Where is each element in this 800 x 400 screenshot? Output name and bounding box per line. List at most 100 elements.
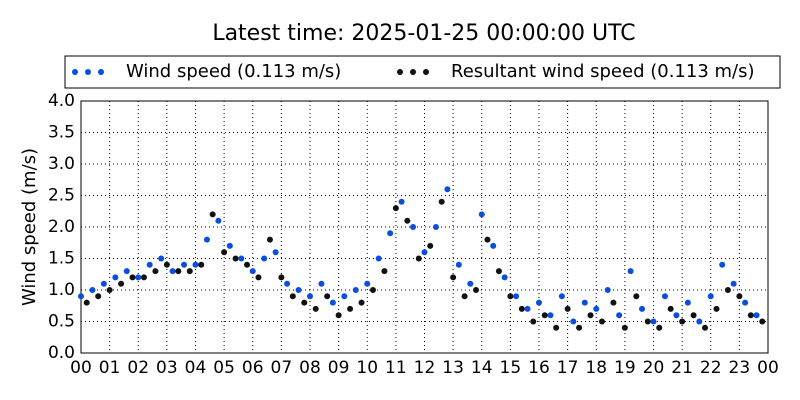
point [667,305,674,312]
legend-marker [410,69,416,75]
point [123,268,130,275]
point [702,324,709,331]
point [501,274,508,281]
point [639,305,646,312]
x-tick-label: 08 [299,358,321,378]
legend-label: Resultant wind speed (0.113 m/s) [451,61,755,82]
point [490,242,497,249]
point [352,287,359,293]
legend-marker [85,69,91,75]
x-tick-label: 15 [500,358,522,378]
point [272,249,279,256]
x-tick-label: 07 [271,358,293,378]
point [215,217,222,224]
x-tick-label: 11 [385,358,407,378]
point [221,249,228,256]
point [255,274,262,281]
point [181,261,188,268]
point [518,305,525,312]
point [495,268,502,275]
point [587,312,594,319]
point [713,305,720,312]
point [95,293,102,300]
y-axis-label: Wind speed (m/s) [19,148,40,306]
x-tick-label: 03 [156,358,178,378]
point [266,236,273,243]
point [398,198,405,205]
point [387,230,394,237]
point [152,268,159,275]
x-tick-label: 13 [442,358,464,378]
y-tick-label: 0.5 [48,312,75,332]
point [307,293,313,300]
point [329,299,336,306]
point [244,261,251,268]
point [238,255,245,262]
plot-frame [80,100,769,354]
point [146,261,153,268]
x-tick-label: 01 [99,358,121,378]
point [444,186,451,193]
x-tick-label: 06 [242,358,264,378]
point [404,217,411,224]
x-tick-label: 05 [213,358,235,378]
point [169,268,176,275]
point [461,293,468,300]
point [719,261,726,268]
point [564,305,571,312]
point [203,236,210,243]
point [410,224,417,230]
point [140,274,147,281]
point [135,274,142,281]
point [284,280,291,287]
y-tick-label: 3.5 [48,123,75,143]
point [100,280,107,287]
point [513,293,520,300]
point [158,255,165,262]
point [358,299,365,306]
y-tick-label: 2.5 [48,186,75,206]
legend-label: Wind speed (0.113 m/s) [126,61,341,82]
point [707,293,714,300]
legend-marker [423,69,429,75]
x-tick-label: 21 [671,358,693,378]
point [478,211,485,218]
point [83,299,90,306]
point [690,312,697,319]
point [753,312,760,319]
point [106,287,113,293]
x-tick-label: 04 [185,358,207,378]
x-tick-label: 00 [70,358,92,378]
point [375,255,382,262]
point [324,293,331,300]
y-tick-label: 4.0 [48,91,75,111]
point [318,280,325,287]
x-tick-label: 02 [127,358,149,378]
point [118,280,125,287]
point [621,324,628,331]
point [742,299,749,306]
point [558,293,565,300]
point [547,312,554,319]
point [759,318,766,325]
point [427,242,434,249]
x-tick-label: 18 [585,358,607,378]
point [736,293,743,300]
point [696,318,703,325]
point [301,299,308,306]
point [604,287,611,293]
x-tick-label: 23 [729,358,751,378]
point [432,224,439,230]
x-tick-label: 22 [700,358,722,378]
point [593,305,600,312]
point [112,274,119,281]
point [730,280,737,287]
point [450,274,457,281]
point [473,287,480,293]
point [278,274,285,281]
point [484,236,491,243]
point [295,287,302,293]
point [576,324,583,331]
point [175,268,182,275]
point [627,268,634,275]
